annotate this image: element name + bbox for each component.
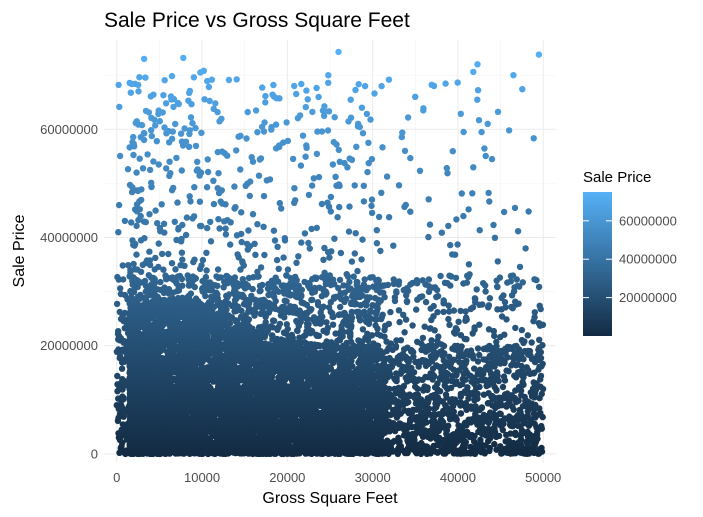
scatter-point [401,407,408,414]
scatter-point [524,428,531,435]
scatter-point [395,434,402,441]
scatter-point [119,393,126,400]
scatter-point [455,422,462,429]
scatter-point [499,383,507,391]
scatter-point [505,437,512,444]
scatter-point [414,391,422,398]
scatter-point [487,409,494,416]
scatter-point [465,449,472,457]
scatter-point [449,396,456,403]
scatter-point [485,390,492,397]
scatter-point [504,390,511,397]
chart-title: Sale Price vs Gross Square Feet [104,9,410,32]
scatter-point [396,420,403,427]
scatter-point [418,439,425,447]
scatter-point [530,379,537,386]
scatter-point [472,403,479,410]
scatter-point [480,411,488,419]
scatter-point [467,443,474,451]
scatter-point [496,410,503,417]
scatter-point [406,391,413,398]
scatter-point [442,391,450,398]
scatter-point [421,383,428,390]
scatter-point [478,404,486,411]
scatter-point [457,410,465,417]
scatter-point [491,440,498,448]
scatter-point [512,429,519,436]
scatter-point [384,437,391,444]
data-points [113,48,547,458]
scatter-point [477,436,484,443]
scatter-point [497,443,504,450]
scatter-point [506,413,513,420]
scatter-point [495,394,502,401]
scatter-point [538,422,545,430]
scatter-point [538,444,545,452]
